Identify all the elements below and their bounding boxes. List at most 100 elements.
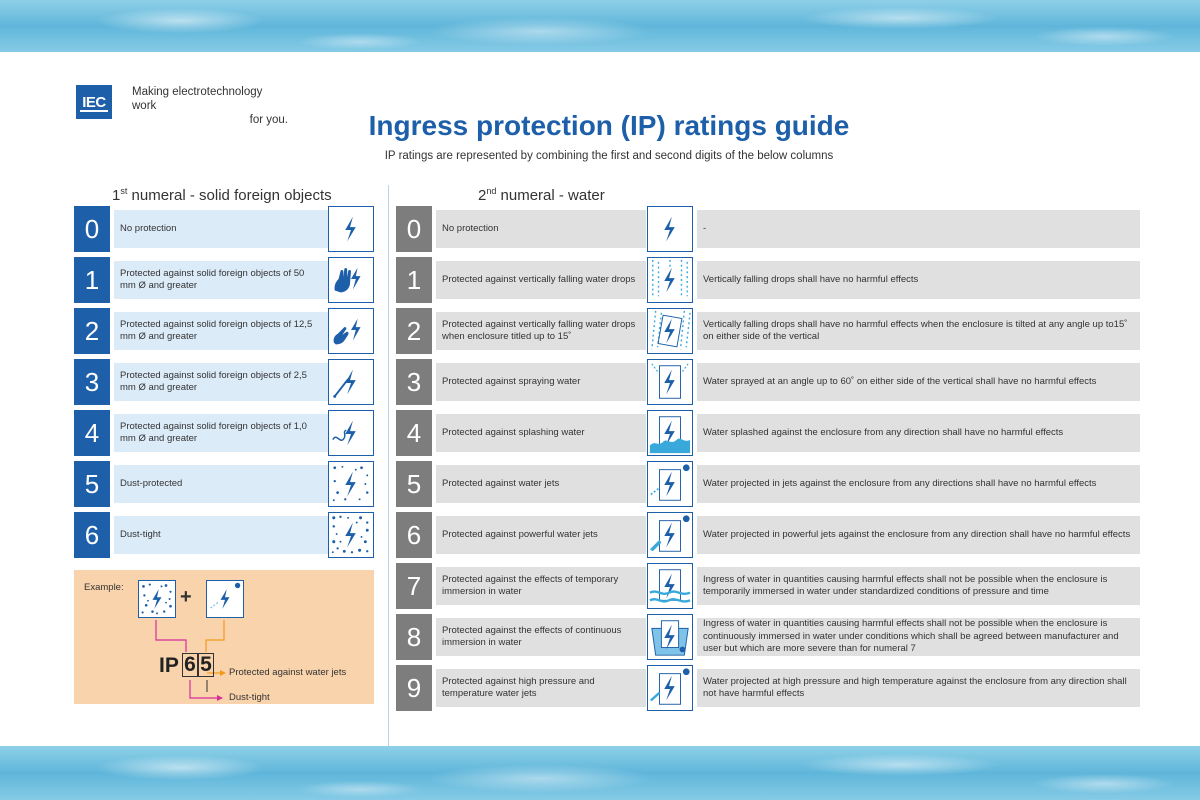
logo-underline [80, 110, 108, 112]
numeral-badge: 2 [396, 308, 432, 354]
solids-row-1: 1 Protected against solid foreign objects… [74, 257, 374, 303]
protection-label: Protected against solid foreign objects … [114, 363, 328, 401]
protection-label: Dust-protected [114, 465, 328, 503]
continuous-immersion-icon [647, 614, 693, 660]
tagline: Making electrotechnology work for you. [132, 85, 288, 127]
column-divider [388, 185, 389, 765]
water-row-3: 3 Protected against spraying water Water s… [396, 359, 1140, 405]
protection-description: Vertically falling drops shall have no h… [697, 261, 1140, 299]
protection-label: Protected against solid foreign objects … [114, 414, 328, 452]
protection-description: Water splashed against the enclosure fro… [697, 414, 1140, 452]
protection-label: Protected against solid foreign objects … [114, 261, 328, 299]
example-first-digit-meaning: Dust-tight [229, 692, 270, 703]
water-row-1: 1 Protected against vertically falling wa… [396, 257, 1140, 303]
water-banner-bottom [0, 746, 1200, 800]
water-row-0: 0 No protection - [396, 206, 1140, 252]
iec-logo: IEC [76, 85, 112, 119]
tagline-line-1: Making electrotechnology work [132, 86, 263, 112]
protection-label: Protected against solid foreign objects … [114, 312, 328, 350]
water-row-9: 9 Protected against high pressure and tem… [396, 665, 1140, 711]
example-ip-prefix: IP [159, 654, 179, 677]
dust-icon [328, 461, 374, 507]
high-pressure-jet-icon [647, 665, 693, 711]
numeral-badge: 3 [74, 359, 110, 405]
numeral-badge: 2 [74, 308, 110, 354]
numeral-badge: 0 [396, 206, 432, 252]
numeral-badge: 1 [396, 257, 432, 303]
finger-icon [328, 308, 374, 354]
powerful-jet-icon [647, 512, 693, 558]
solids-column-heading: 1st numeral - solid foreign objects [112, 186, 332, 204]
tool-icon [328, 359, 374, 405]
solids-row-0: 0 No protection [74, 206, 374, 252]
dust-tight-icon [328, 512, 374, 558]
numeral-badge: 9 [396, 665, 432, 711]
protection-description: Water projected in powerful jets against… [697, 516, 1140, 554]
bolt-icon [328, 206, 374, 252]
protection-label: Protected against spraying water [436, 363, 646, 401]
protection-label: Protected against vertically falling wat… [436, 312, 646, 350]
water-row-6: 6 Protected against powerful water jets Wa… [396, 512, 1140, 558]
numeral-badge: 7 [396, 563, 432, 609]
numeral-badge: 5 [74, 461, 110, 507]
jet-icon [206, 580, 244, 618]
example-second-digit-meaning: Protected against water jets [229, 667, 347, 678]
hand-icon [328, 257, 374, 303]
protection-label: Protected against high pressure and temp… [436, 669, 646, 707]
numeral-badge: 4 [74, 410, 110, 456]
protection-description: Water sprayed at an angle up to 60˚ on e… [697, 363, 1140, 401]
protection-label: Protected against vertically falling wat… [436, 261, 646, 299]
protection-label: Protected against the effects of continu… [436, 618, 646, 656]
wire-icon [328, 410, 374, 456]
solids-row-3: 3 Protected against solid foreign objects… [74, 359, 374, 405]
protection-label: No protection [114, 210, 328, 248]
tagline-line-2: for you. [249, 114, 288, 126]
protection-description: - [697, 210, 1140, 248]
tilted-drops-icon [647, 308, 693, 354]
numeral-badge: 8 [396, 614, 432, 660]
jet-icon [647, 461, 693, 507]
bolt-icon [647, 206, 693, 252]
numeral-badge: 3 [396, 359, 432, 405]
protection-description: Water projected at high pressure and hig… [697, 669, 1140, 707]
protection-label: No protection [436, 210, 646, 248]
protection-label: Protected against splashing water [436, 414, 646, 452]
example-box: Example: + [74, 570, 374, 704]
example-first-digit: 6 [182, 653, 198, 677]
temporary-immersion-icon [647, 563, 693, 609]
numeral-badge: 6 [396, 512, 432, 558]
protection-label: Protected against the effects of tempora… [436, 567, 646, 605]
example-plus-sign: + [180, 586, 192, 608]
water-row-7: 7 Protected against the effects of tempor… [396, 563, 1140, 609]
solids-row-2: 2 Protected against solid foreign objects… [74, 308, 374, 354]
example-second-digit: 5 [198, 653, 214, 677]
splash-icon [647, 410, 693, 456]
solids-row-5: 5 Dust-protected [74, 461, 374, 507]
numeral-badge: 5 [396, 461, 432, 507]
protection-description: Water projected in jets against the encl… [697, 465, 1140, 503]
water-banner-top [0, 0, 1200, 52]
solids-row-6: 6 Dust-tight [74, 512, 374, 558]
numeral-badge: 6 [74, 512, 110, 558]
protection-label: Protected against powerful water jets [436, 516, 646, 554]
page-title: Ingress protection (IP) ratings guide [368, 110, 850, 141]
protection-description: Ingress of water in quantities causing h… [697, 567, 1140, 605]
protection-description: Vertically falling drops shall have no h… [697, 312, 1140, 350]
dust-tight-icon [138, 580, 176, 618]
protection-label: Protected against water jets [436, 465, 646, 503]
numeral-badge: 4 [396, 410, 432, 456]
page-subtitle: IP ratings are represented by combining … [384, 150, 834, 162]
protection-description: Ingress of water in quantities causing h… [697, 618, 1140, 656]
protection-label: Dust-tight [114, 516, 328, 554]
numeral-badge: 1 [74, 257, 110, 303]
water-row-4: 4 Protected against splashing water Water … [396, 410, 1140, 456]
drops-icon [647, 257, 693, 303]
water-column-heading: 2nd numeral - water [478, 186, 605, 204]
water-row-2: 2 Protected against vertically falling wa… [396, 308, 1140, 354]
example-label: Example: [84, 582, 124, 593]
solids-row-4: 4 Protected against solid foreign objects… [74, 410, 374, 456]
example-connector-lines [155, 620, 226, 701]
ip-guide-sheet: IEC Making electrotechnology work for yo… [0, 52, 1200, 765]
numeral-badge: 0 [74, 206, 110, 252]
water-row-5: 5 Protected against water jets Water proje… [396, 461, 1140, 507]
